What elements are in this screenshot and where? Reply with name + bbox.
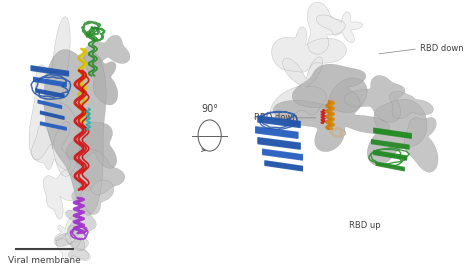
Polygon shape bbox=[66, 122, 117, 168]
Polygon shape bbox=[29, 17, 80, 176]
Polygon shape bbox=[272, 27, 346, 72]
Polygon shape bbox=[32, 121, 71, 170]
Polygon shape bbox=[404, 118, 438, 172]
Polygon shape bbox=[83, 35, 130, 64]
Polygon shape bbox=[68, 239, 89, 259]
Polygon shape bbox=[65, 210, 96, 236]
Polygon shape bbox=[344, 76, 405, 122]
Polygon shape bbox=[273, 78, 390, 152]
Text: RBD down: RBD down bbox=[420, 44, 464, 53]
Polygon shape bbox=[56, 238, 91, 263]
Polygon shape bbox=[84, 52, 118, 105]
Polygon shape bbox=[292, 64, 366, 112]
Text: Viral membrane: Viral membrane bbox=[8, 256, 81, 265]
Polygon shape bbox=[367, 99, 427, 166]
Text: 90°: 90° bbox=[201, 104, 218, 114]
Polygon shape bbox=[307, 2, 345, 54]
Polygon shape bbox=[43, 171, 82, 219]
Polygon shape bbox=[55, 226, 86, 251]
Polygon shape bbox=[44, 50, 106, 215]
Polygon shape bbox=[55, 217, 77, 244]
Polygon shape bbox=[390, 91, 433, 119]
Text: RBD down: RBD down bbox=[254, 113, 297, 122]
Text: RBD up: RBD up bbox=[349, 221, 381, 230]
Polygon shape bbox=[270, 57, 327, 120]
Polygon shape bbox=[77, 150, 125, 195]
Polygon shape bbox=[72, 180, 114, 214]
Polygon shape bbox=[316, 12, 363, 43]
